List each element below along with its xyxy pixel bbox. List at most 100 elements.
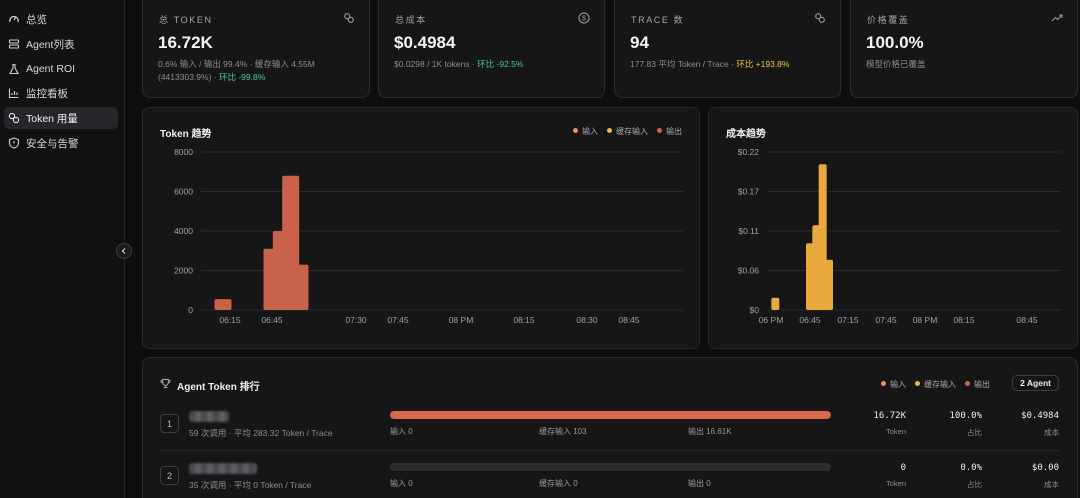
sidebar-item-monitoring[interactable]: 监控看板 [4,82,118,104]
y-tick-label: 2000 [174,266,193,276]
list-icon [8,39,20,49]
sidebar-item-token-usage[interactable]: Token 用量 [4,107,118,129]
chevron-left-icon [121,248,126,254]
agent-count-badge[interactable]: 2 Agent [1012,375,1059,391]
legend-dot [915,381,920,386]
agent-cost: $0.00 [1031,463,1059,473]
legend-label: 输入 [890,380,906,389]
link-icon [815,13,825,23]
token-share-bar-fill [390,411,831,419]
sidebar-item-security[interactable]: 安全与告警 [4,132,118,154]
kpi-subtext: 模型价格已覆盖 [866,59,926,69]
chart-bar[interactable] [812,225,821,310]
chart-bar[interactable] [771,297,780,310]
x-tick-label: 08:15 [513,315,535,325]
trend-icon [1051,14,1063,22]
y-tick-label: 4000 [174,226,193,236]
sidebar-item-label: Agent ROI [26,63,76,75]
agent-tokens-label: Token [885,479,906,488]
sidebar-item-label: 监控看板 [26,87,68,100]
agent-ranking-card: Agent Token 排行 输入 缓存输入 输出 2 Agent 1 59 次… [142,357,1078,498]
agent-name-redacted [189,411,229,422]
legend-item-cache-input: 缓存输入 [607,126,648,137]
sidebar-item-label: 总览 [26,13,47,26]
legend-label: 缓存输入 [616,127,648,136]
kpi-card-total-cost: 总成本 $ $0.4984 $0.0298 / 1K tokens · 环比 -… [378,0,605,98]
ranking-legend: 输入 缓存输入 输出 [881,379,990,390]
y-tick-label: 8000 [174,147,193,157]
kpi-delta: 环比 -99.8% [218,72,266,82]
chart-title: Token 趋势 [160,129,212,140]
kpi-subtext-line: 0.6% 输入 / 输出 99.4% · 缓存输入 4.55M [158,59,315,69]
sidebar-item-agent-list[interactable]: Agent列表 [4,33,118,55]
bar-label-cache: 缓存输入 0 [539,479,578,488]
legend-label: 输出 [974,380,990,389]
chart-bar[interactable] [825,259,833,310]
legend-item-input: 输入 [881,379,906,390]
kpi-label: 总成本 [395,15,427,25]
x-tick-label: 08:15 [953,315,975,325]
chart-bar[interactable] [806,243,814,310]
sidebar-collapse-button[interactable] [116,243,132,259]
legend-label: 缓存输入 [924,380,956,389]
agent-call-stats: 35 次调用 · 平均 0 Token / Trace [189,480,312,490]
y-tick-label: $0.11 [738,226,759,236]
kpi-card-price-coverage: 价格覆盖 100.0% 模型价格已覆盖 [850,0,1078,98]
kpi-subtext-prefix: (4413303.9%) · [158,72,219,82]
sidebar-item-agent-roi[interactable]: Agent ROI [4,58,118,80]
link-icon [344,13,354,23]
x-tick-label: 07:15 [837,315,859,325]
gauge-icon [9,15,19,23]
kpi-label: 总 TOKEN [159,15,213,25]
legend-item-cache-input: 缓存输入 [915,379,956,390]
kpi-subtext-line: (4413303.9%) · 环比 -99.8% [158,71,315,84]
kpi-card-total-token: 总 TOKEN 16.72K 0.6% 输入 / 输出 99.4% · 缓存输入… [142,0,370,98]
chart-bar[interactable] [818,164,827,310]
bar-label-input: 输入 0 [390,479,413,488]
chart-icon [8,88,19,99]
legend-dot [657,128,662,133]
kpi-delta: 环比 -92.5% [477,59,524,69]
x-tick-label: 07:45 [387,315,409,325]
chart-title: 成本趋势 [726,129,766,140]
legend-dot [965,381,970,386]
token-share-bar [390,411,831,419]
y-tick-label: $0.17 [738,187,760,197]
kpi-subtext-prefix: 177.83 平均 Token / Trace · [630,59,737,69]
cost-trend-card: 成本趋势 $0 $0.06 $0.11 $0.17 $0.22 06 PM 06:45 07:… [708,107,1078,349]
y-tick-label: $0.06 [738,266,760,276]
x-tick-label: 06:45 [261,315,283,325]
sidebar-item-overview[interactable]: 总览 [4,8,118,30]
x-tick-label: 08:45 [1016,315,1038,325]
shield-icon [8,137,20,149]
agent-share-label: 占比 [967,480,982,489]
x-tick-label: 06:45 [799,315,821,325]
x-tick-label: 06:15 [219,315,241,325]
x-tick-label: 07:45 [875,315,897,325]
legend-dot [881,381,886,386]
x-tick-label: 08 PM [449,315,474,325]
agent-cost-label: 成本 [1044,480,1059,489]
x-tick-label: 07:30 [345,315,367,325]
legend-item-input: 输入 [573,126,598,137]
kpi-value: 16.72K [158,33,213,52]
chart-bar[interactable] [214,299,232,310]
link-icon [8,112,20,124]
rank-number: 2 [160,466,179,485]
agent-share: 0.0% [960,463,982,473]
sidebar-item-label: Token 用量 [26,112,78,125]
kpi-value: 94 [630,33,649,52]
chart-bar[interactable] [291,264,309,310]
agent-call-stats: 59 次调用 · 平均 283.32 Token / Trace [189,428,333,438]
kpi-value: 100.0% [866,33,924,52]
x-tick-label: 08 PM [913,315,938,325]
legend-label: 输出 [666,127,682,136]
bar-label-output: 输出 16.61K [688,427,732,436]
legend-dot [573,128,578,133]
kpi-subtext: 177.83 平均 Token / Trace · 环比 +193.8% [630,58,789,71]
agent-cost: $0.4984 [1021,411,1059,421]
token-share-bar [390,463,831,471]
svg-text:$: $ [582,16,586,23]
x-tick-label: 08:30 [576,315,598,325]
kpi-delta: 环比 +193.8% [736,59,790,69]
